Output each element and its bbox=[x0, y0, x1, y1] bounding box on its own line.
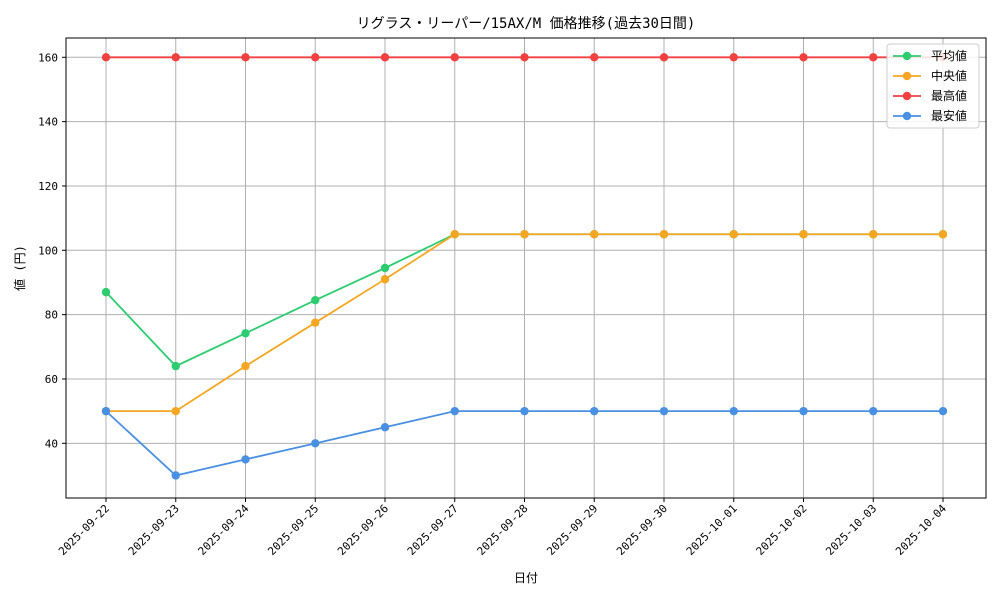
y-tick-label: 100 bbox=[38, 244, 58, 257]
y-tick-label: 160 bbox=[38, 51, 58, 64]
data-point bbox=[171, 471, 180, 480]
data-point bbox=[520, 53, 529, 62]
y-axis-label: 値 (円) bbox=[12, 245, 27, 291]
chart-title: リグラス・リーパー/15AX/M 価格推移(過去30日間) bbox=[357, 16, 696, 32]
data-point bbox=[938, 230, 948, 239]
y-tick-label: 60 bbox=[45, 373, 58, 386]
data-point bbox=[659, 53, 669, 62]
x-tick-label: 2025-10-04 bbox=[893, 502, 949, 558]
data-point bbox=[659, 406, 669, 416]
data-point bbox=[171, 53, 180, 62]
data-point bbox=[799, 406, 808, 416]
data-point bbox=[311, 439, 320, 448]
data-point bbox=[729, 230, 738, 239]
x-tick-label: 2025-09-29 bbox=[544, 502, 600, 558]
series-3 bbox=[101, 53, 948, 62]
data-point bbox=[450, 230, 459, 239]
legend-box bbox=[886, 43, 980, 129]
x-tick-label: 2025-09-24 bbox=[196, 502, 252, 558]
data-point bbox=[241, 53, 250, 62]
data-point bbox=[171, 361, 180, 371]
plot-frame bbox=[65, 37, 987, 499]
data-point bbox=[729, 406, 738, 416]
x-tick-label: 2025-10-03 bbox=[823, 502, 879, 558]
y-tick-label: 120 bbox=[38, 180, 58, 193]
x-tick-label: 2025-09-25 bbox=[265, 502, 321, 558]
data-point bbox=[311, 295, 320, 305]
data-point bbox=[101, 53, 111, 62]
y-tick-label: 40 bbox=[45, 437, 58, 450]
data-point bbox=[450, 53, 459, 62]
data-point bbox=[101, 406, 111, 416]
legend-swatch-marker bbox=[902, 111, 912, 121]
data-point bbox=[590, 230, 599, 239]
data-point bbox=[869, 230, 878, 239]
x-axis-label: 日付 bbox=[514, 571, 538, 585]
data-point bbox=[311, 318, 320, 327]
data-point bbox=[520, 406, 529, 416]
data-point bbox=[311, 53, 320, 62]
legend-swatch-marker bbox=[902, 91, 912, 101]
x-tick-label: 2025-10-02 bbox=[754, 502, 810, 558]
data-point bbox=[450, 406, 459, 416]
data-point bbox=[241, 455, 250, 464]
series-4 bbox=[101, 406, 948, 480]
data-point bbox=[590, 406, 599, 416]
data-point bbox=[380, 263, 390, 273]
data-point bbox=[799, 230, 808, 239]
data-point bbox=[101, 287, 111, 297]
x-tick-label: 2025-09-23 bbox=[126, 502, 182, 558]
data-point bbox=[590, 53, 599, 62]
data-point bbox=[380, 275, 390, 284]
y-tick-label: 80 bbox=[45, 309, 58, 322]
legend-swatch-marker bbox=[902, 71, 912, 81]
data-point bbox=[799, 53, 808, 62]
x-tick-label: 2025-10-01 bbox=[684, 502, 740, 558]
data-point bbox=[241, 361, 250, 371]
data-point bbox=[659, 230, 669, 239]
x-tick-label: 2025-09-30 bbox=[614, 502, 670, 558]
data-point bbox=[938, 406, 948, 416]
data-point bbox=[520, 230, 529, 239]
data-point bbox=[380, 53, 390, 62]
x-tick-label: 2025-09-26 bbox=[335, 502, 391, 558]
legend-label: 最高値 bbox=[931, 88, 967, 103]
y-tick-label: 140 bbox=[38, 116, 58, 129]
legend-label: 最安値 bbox=[931, 108, 967, 123]
series-layer bbox=[101, 53, 948, 480]
legend-label: 平均値 bbox=[931, 48, 967, 63]
x-tick-label: 2025-09-27 bbox=[405, 502, 461, 558]
data-point bbox=[171, 406, 180, 416]
data-point bbox=[241, 329, 250, 338]
x-tick-label: 2025-09-28 bbox=[475, 502, 531, 558]
data-point bbox=[729, 53, 738, 62]
x-tick-label: 2025-09-22 bbox=[56, 502, 112, 558]
data-point bbox=[869, 53, 878, 62]
legend-swatch-marker bbox=[902, 51, 912, 61]
data-point bbox=[869, 406, 878, 416]
legend-label: 中央値 bbox=[931, 68, 967, 83]
grid bbox=[66, 38, 986, 498]
data-point bbox=[380, 423, 390, 432]
